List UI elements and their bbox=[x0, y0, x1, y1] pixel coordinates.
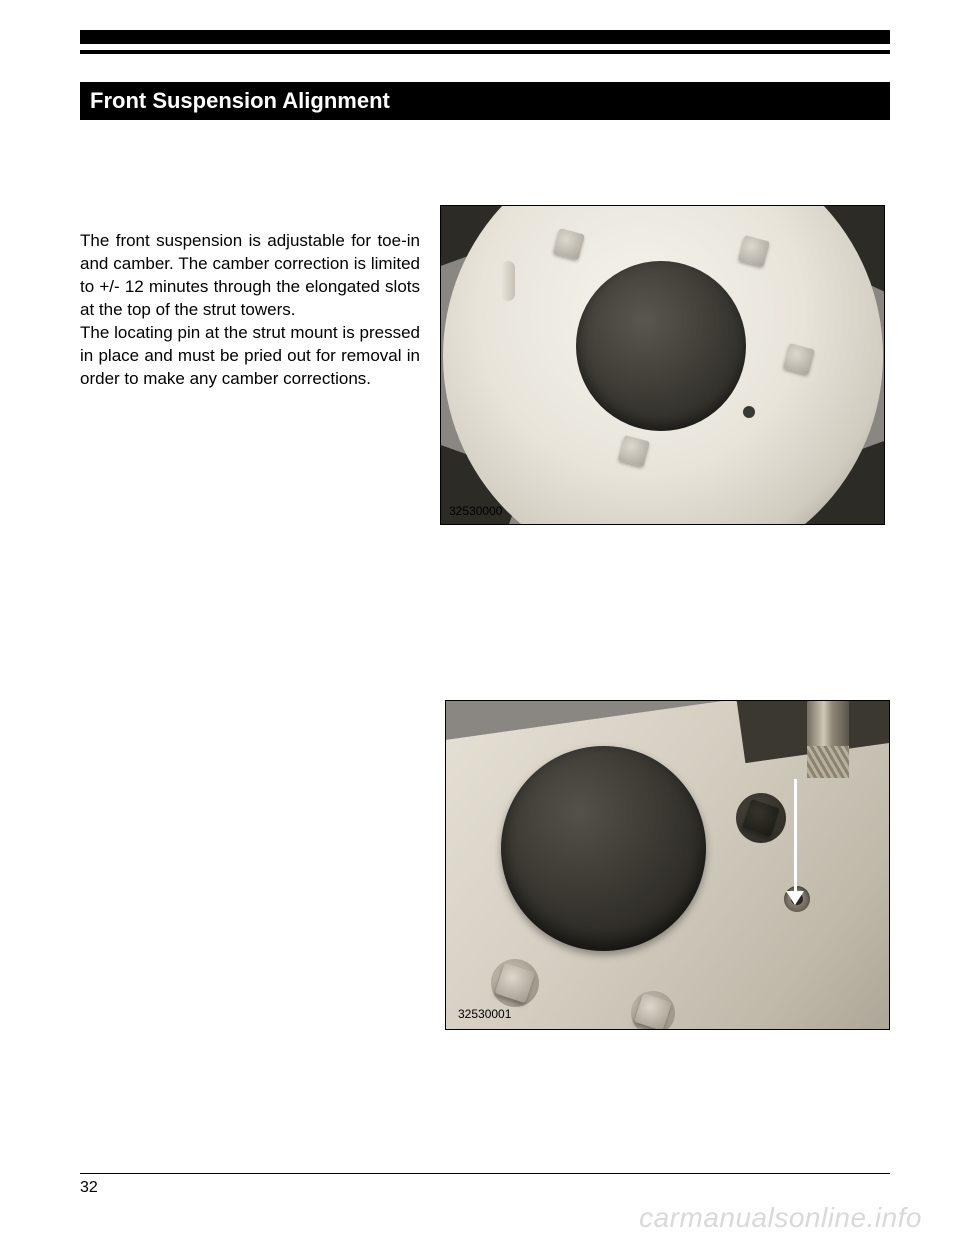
paragraph-1: The front suspension is adjustable for t… bbox=[80, 230, 420, 322]
header-bar-thin bbox=[80, 50, 890, 54]
figure-column-1: 32530000 bbox=[440, 230, 890, 525]
page-number: 32 bbox=[80, 1179, 98, 1197]
fig2-tool-knurl bbox=[807, 746, 849, 778]
fig2-strut-cap bbox=[501, 746, 706, 951]
figure-1-caption: 32530000 bbox=[449, 504, 502, 518]
fig1-slot-hole bbox=[743, 406, 755, 418]
section-title: Front Suspension Alignment bbox=[90, 88, 880, 114]
paragraph-2: The locating pin at the strut mount is p… bbox=[80, 322, 420, 391]
page-container: Front Suspension Alignment The front sus… bbox=[0, 0, 960, 1242]
figure-2-strut-tool: 32530001 bbox=[445, 700, 890, 1030]
watermark-text: carmanualsonline.info bbox=[639, 1202, 922, 1234]
figure-2-wrapper: 32530001 bbox=[80, 700, 890, 1030]
fig2-arrow-head bbox=[786, 891, 804, 905]
figure-2-caption: 32530001 bbox=[458, 1007, 511, 1021]
body-text-column: The front suspension is adjustable for t… bbox=[80, 230, 420, 525]
fig1-locating-pin bbox=[501, 261, 515, 301]
footer-rule bbox=[80, 1173, 890, 1174]
fig1-strut-cap bbox=[576, 261, 746, 431]
fig2-arrow-shaft bbox=[794, 779, 797, 897]
header-bar-thick bbox=[80, 30, 890, 44]
section-title-bar: Front Suspension Alignment bbox=[80, 82, 890, 120]
figure-1-strut-top: 32530000 bbox=[440, 205, 885, 525]
content-row-1: The front suspension is adjustable for t… bbox=[80, 230, 890, 525]
